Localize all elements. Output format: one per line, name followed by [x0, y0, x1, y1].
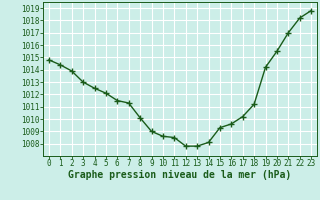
X-axis label: Graphe pression niveau de la mer (hPa): Graphe pression niveau de la mer (hPa) [68, 170, 292, 180]
